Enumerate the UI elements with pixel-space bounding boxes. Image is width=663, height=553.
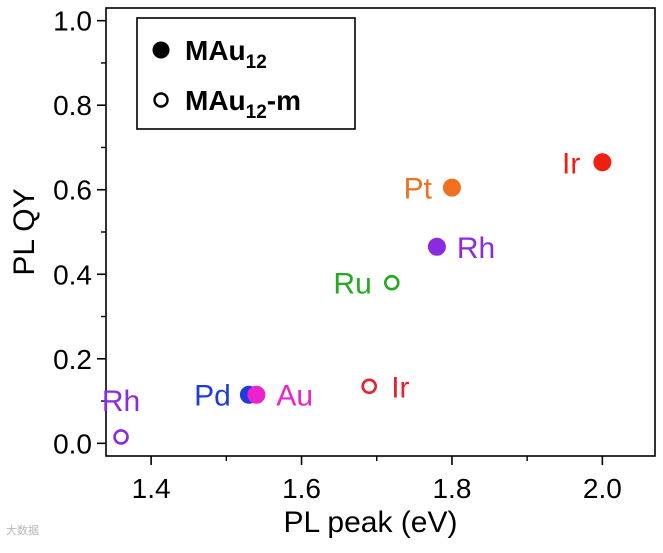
data-point-open xyxy=(361,378,378,395)
data-point-filled xyxy=(593,153,612,172)
data-point-open xyxy=(113,429,129,445)
data-label: Ru xyxy=(333,268,371,301)
x-tick-label: 1.8 xyxy=(432,473,471,504)
data-label: Pt xyxy=(404,173,433,206)
x-tick-label: 1.4 xyxy=(132,473,171,504)
y-tick-label: 0.4 xyxy=(53,259,92,290)
data-label: Pd xyxy=(194,380,231,413)
data-point-filled xyxy=(427,237,446,256)
legend-label-open: MAu12-m xyxy=(185,85,301,123)
data-point-filled xyxy=(442,178,461,197)
data-label: Rh xyxy=(457,232,495,265)
data-label: Au xyxy=(276,380,313,413)
legend-marker-filled xyxy=(152,41,170,59)
y-tick-label: 0.8 xyxy=(53,90,92,121)
legend-label-filled: MAu12 xyxy=(185,35,267,73)
legend-marker-open xyxy=(153,92,169,108)
x-tick-label: 2.0 xyxy=(583,473,622,504)
data-label: Ir xyxy=(562,147,580,180)
y-tick-label: 0.0 xyxy=(53,428,92,459)
data-point-open xyxy=(383,274,400,291)
y-tick-label: 1.0 xyxy=(53,6,92,37)
x-axis-label: PL peak (eV) xyxy=(284,506,458,539)
watermark: 大数据 xyxy=(6,524,39,537)
y-tick-label: 0.6 xyxy=(53,175,92,206)
data-label: Rh xyxy=(102,385,140,418)
y-tick-label: 0.2 xyxy=(53,344,92,375)
y-axis-label: PL QY xyxy=(8,188,41,275)
x-tick-label: 1.6 xyxy=(282,473,321,504)
data-point-filled xyxy=(247,385,266,404)
legend-box xyxy=(136,17,356,130)
data-label: Ir xyxy=(391,371,409,404)
